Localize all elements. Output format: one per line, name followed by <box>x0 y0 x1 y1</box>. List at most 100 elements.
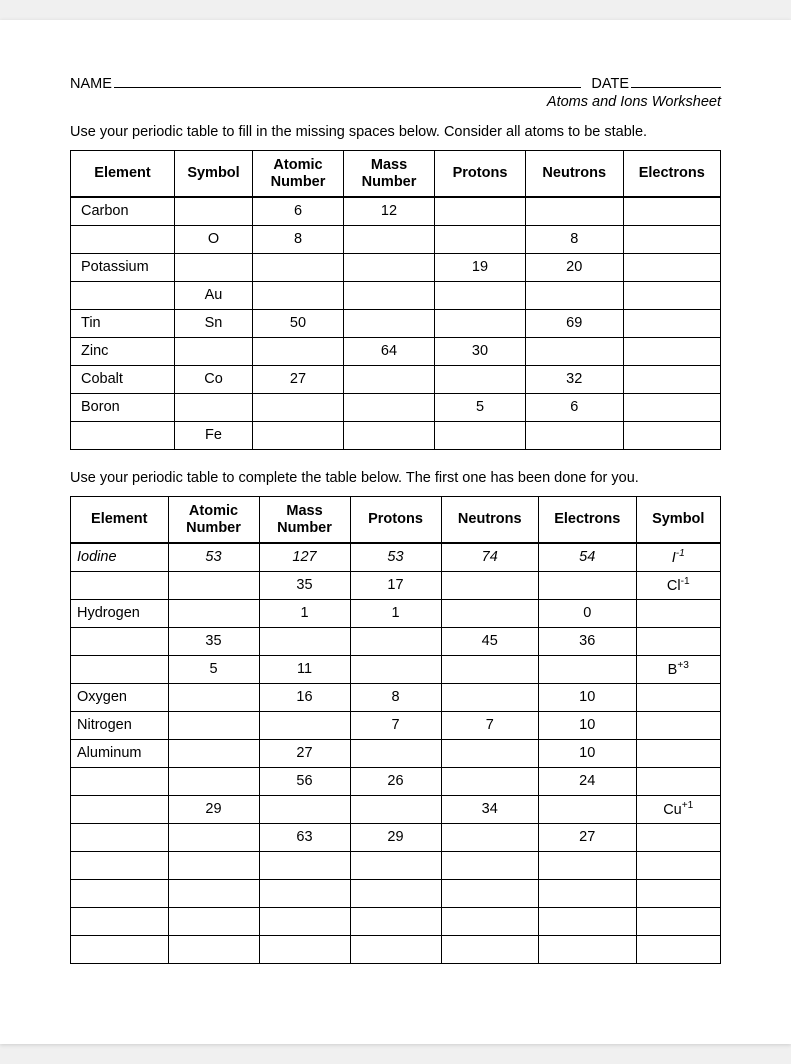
table-cell[interactable]: 5 <box>435 393 526 421</box>
table-cell[interactable] <box>175 253 253 281</box>
table-cell[interactable]: 16 <box>259 683 350 711</box>
table-cell[interactable] <box>636 739 721 767</box>
table-cell[interactable]: I-1 <box>636 543 721 571</box>
table-cell[interactable] <box>435 365 526 393</box>
table-cell[interactable] <box>623 337 721 365</box>
date-blank[interactable] <box>631 74 721 88</box>
table-cell[interactable]: 19 <box>435 253 526 281</box>
table-cell[interactable] <box>441 907 539 935</box>
table-cell[interactable] <box>71 421 175 449</box>
table-cell[interactable]: 35 <box>168 627 259 655</box>
table-cell[interactable] <box>71 655 169 683</box>
table-cell[interactable] <box>71 627 169 655</box>
table-cell[interactable] <box>623 421 721 449</box>
table-cell[interactable]: 6 <box>253 197 344 225</box>
table-cell[interactable] <box>350 879 441 907</box>
table-cell[interactable] <box>623 225 721 253</box>
table-cell[interactable] <box>441 879 539 907</box>
table-cell[interactable]: Aluminum <box>71 739 169 767</box>
table-cell[interactable] <box>350 907 441 935</box>
table-cell[interactable] <box>539 935 637 963</box>
table-cell[interactable] <box>168 599 259 627</box>
table-cell[interactable] <box>168 767 259 795</box>
table-cell[interactable] <box>259 711 350 739</box>
table-cell[interactable]: 12 <box>344 197 435 225</box>
table-cell[interactable]: 1 <box>350 599 441 627</box>
table-cell[interactable]: 64 <box>344 337 435 365</box>
table-cell[interactable]: 45 <box>441 627 539 655</box>
table-cell[interactable]: Zinc <box>71 337 175 365</box>
table-cell[interactable]: 7 <box>350 711 441 739</box>
table-cell[interactable]: 74 <box>441 543 539 571</box>
table-cell[interactable]: 34 <box>441 795 539 823</box>
table-cell[interactable] <box>441 739 539 767</box>
table-cell[interactable]: 10 <box>539 739 637 767</box>
table-cell[interactable] <box>636 711 721 739</box>
table-cell[interactable] <box>350 851 441 879</box>
table-cell[interactable] <box>344 421 435 449</box>
table-cell[interactable] <box>435 197 526 225</box>
table-cell[interactable]: Cl-1 <box>636 571 721 599</box>
table-cell[interactable]: Co <box>175 365 253 393</box>
table-cell[interactable]: Fe <box>175 421 253 449</box>
table-cell[interactable] <box>441 571 539 599</box>
table-cell[interactable] <box>636 767 721 795</box>
table-cell[interactable] <box>441 851 539 879</box>
table-cell[interactable] <box>259 627 350 655</box>
table-cell[interactable]: 1 <box>259 599 350 627</box>
table-cell[interactable] <box>526 421 624 449</box>
table-cell[interactable] <box>526 281 624 309</box>
table-cell[interactable]: 24 <box>539 767 637 795</box>
table-cell[interactable] <box>539 879 637 907</box>
table-cell[interactable] <box>168 935 259 963</box>
table-cell[interactable] <box>168 739 259 767</box>
table-cell[interactable] <box>253 281 344 309</box>
table-cell[interactable] <box>636 599 721 627</box>
table-cell[interactable]: B+3 <box>636 655 721 683</box>
table-cell[interactable] <box>259 795 350 823</box>
table-cell[interactable] <box>636 907 721 935</box>
table-cell[interactable] <box>259 879 350 907</box>
table-cell[interactable]: 8 <box>526 225 624 253</box>
table-cell[interactable]: 10 <box>539 683 637 711</box>
table-cell[interactable] <box>344 253 435 281</box>
table-cell[interactable]: Nitrogen <box>71 711 169 739</box>
table-cell[interactable] <box>539 571 637 599</box>
table-cell[interactable] <box>636 935 721 963</box>
table-cell[interactable] <box>168 907 259 935</box>
table-cell[interactable] <box>350 655 441 683</box>
table-cell[interactable] <box>259 935 350 963</box>
table-cell[interactable]: Sn <box>175 309 253 337</box>
table-cell[interactable] <box>71 935 169 963</box>
name-blank[interactable] <box>114 74 581 88</box>
table-cell[interactable]: Hydrogen <box>71 599 169 627</box>
table-cell[interactable]: 6 <box>526 393 624 421</box>
table-cell[interactable]: 50 <box>253 309 344 337</box>
table-cell[interactable] <box>168 823 259 851</box>
table-cell[interactable] <box>71 281 175 309</box>
table-cell[interactable]: 27 <box>259 739 350 767</box>
table-cell[interactable]: 20 <box>526 253 624 281</box>
table-cell[interactable] <box>175 197 253 225</box>
table-cell[interactable] <box>441 935 539 963</box>
table-cell[interactable] <box>344 309 435 337</box>
table-cell[interactable] <box>435 281 526 309</box>
table-cell[interactable] <box>441 823 539 851</box>
table-cell[interactable]: 53 <box>168 543 259 571</box>
table-cell[interactable]: 11 <box>259 655 350 683</box>
table-cell[interactable] <box>623 197 721 225</box>
table-cell[interactable]: 7 <box>441 711 539 739</box>
table-cell[interactable] <box>350 739 441 767</box>
table-cell[interactable]: 69 <box>526 309 624 337</box>
table-cell[interactable]: O <box>175 225 253 253</box>
table-cell[interactable] <box>539 655 637 683</box>
table-cell[interactable] <box>168 683 259 711</box>
table-cell[interactable]: 30 <box>435 337 526 365</box>
table-cell[interactable] <box>623 281 721 309</box>
table-cell[interactable]: Cu+1 <box>636 795 721 823</box>
table-cell[interactable]: Oxygen <box>71 683 169 711</box>
table-cell[interactable] <box>636 823 721 851</box>
table-cell[interactable]: 35 <box>259 571 350 599</box>
table-cell[interactable] <box>636 627 721 655</box>
table-cell[interactable] <box>350 935 441 963</box>
